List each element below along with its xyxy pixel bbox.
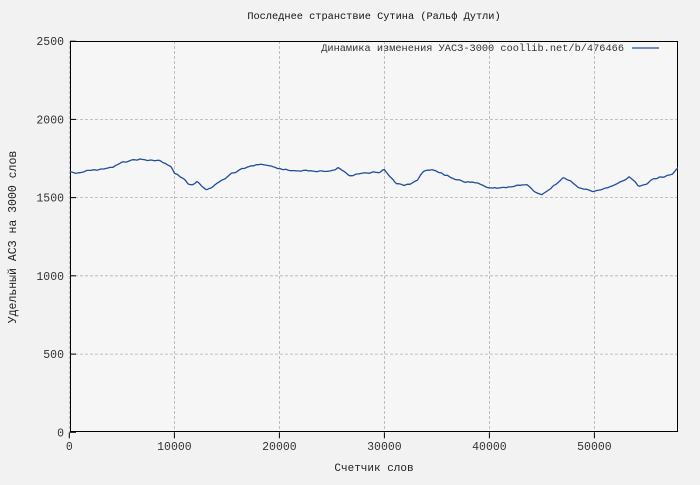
svg-text:10000: 10000	[157, 441, 192, 454]
svg-text:2500: 2500	[36, 36, 64, 49]
svg-text:1000: 1000	[36, 271, 64, 284]
svg-text:50000: 50000	[577, 441, 612, 454]
svg-text:500: 500	[43, 349, 64, 362]
svg-text:40000: 40000	[472, 441, 507, 454]
svg-text:0: 0	[57, 427, 64, 440]
svg-text:0: 0	[66, 441, 73, 454]
svg-text:20000: 20000	[262, 441, 297, 454]
svg-text:2000: 2000	[36, 114, 64, 127]
svg-text:Динамика изменения УАСЗ-3000: Динамика изменения УАСЗ-3000 coollib.net…	[321, 43, 624, 55]
svg-text:30000: 30000	[367, 441, 402, 454]
svg-text:1500: 1500	[36, 193, 64, 206]
svg-text:Счетчик слов: Счетчик слов	[334, 463, 413, 475]
svg-text:Удельный АСЗ на 3000 слов: Удельный АСЗ на 3000 слов	[7, 151, 20, 324]
svg-text:Последнее странствие Сутина (Р: Последнее странствие Сутина (Ральф Дутли…	[247, 10, 500, 23]
